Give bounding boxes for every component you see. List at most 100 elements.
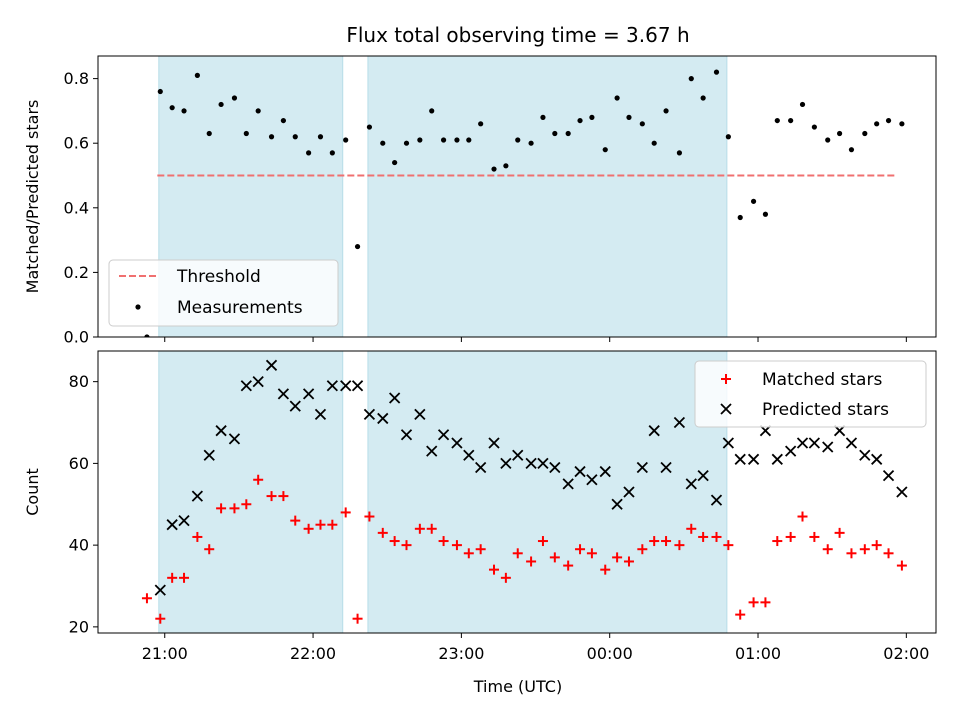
matched-star-point	[686, 523, 697, 534]
predicted-mark-b	[586, 474, 598, 486]
predicted-mark-b	[302, 388, 315, 400]
y-axis-label: Count	[23, 468, 42, 516]
measurement-point	[626, 114, 632, 120]
measurement-point	[825, 137, 831, 143]
predicted-star-point	[289, 400, 301, 412]
legend-matched-label: Matched stars	[762, 370, 882, 390]
predicted-mark-b	[611, 498, 623, 510]
measurement-point	[354, 243, 361, 250]
measurement-point	[811, 124, 817, 130]
predicted-star-point	[599, 465, 611, 478]
measurement-point	[380, 140, 386, 146]
predicted-mark-b	[154, 584, 166, 596]
predicted-star-point	[178, 514, 190, 527]
predicted-star-point	[747, 453, 760, 465]
measurement-point	[528, 140, 534, 146]
matched-star-point	[489, 564, 500, 575]
measurement-point	[848, 147, 855, 153]
matched-star-point	[623, 556, 634, 567]
predicted-mark-b	[203, 449, 215, 461]
matched-star-point	[735, 609, 746, 620]
predicted-star-point	[734, 453, 746, 465]
predicted-star-point	[623, 486, 635, 498]
predicted-mark-b	[512, 449, 524, 461]
matched-star-point	[859, 544, 870, 555]
measurement-point	[181, 108, 187, 114]
legend-box	[108, 259, 339, 327]
predicted-star-point	[710, 494, 723, 506]
matched-star-point	[600, 564, 611, 575]
legend-matched-swatch	[721, 374, 731, 384]
measurement-point	[788, 117, 794, 124]
predicted-star-point	[697, 470, 709, 482]
x-tick-label: 01:00	[735, 644, 781, 663]
matched-star-point	[537, 536, 548, 547]
matched-star-point	[167, 572, 178, 583]
matched-star-point	[352, 613, 363, 624]
measurement-point	[899, 121, 905, 127]
predicted-star-point	[277, 388, 290, 400]
measurement-point	[268, 134, 275, 140]
predicted-mark-b	[648, 425, 660, 437]
predicted-star-point	[240, 380, 252, 392]
matched-star-point	[748, 597, 759, 608]
measurement-point	[639, 121, 645, 127]
measurement-point	[292, 134, 298, 140]
measurement-point	[862, 130, 868, 137]
x-tick-label: 23:00	[438, 644, 484, 663]
predicted-star-point	[252, 376, 264, 388]
predicted-star-point	[636, 461, 648, 474]
predicted-star-point	[512, 449, 524, 461]
matched-star-point	[204, 544, 215, 555]
legend-measurement-swatch	[135, 304, 141, 310]
predicted-mark-b	[796, 437, 809, 449]
predicted-mark-b	[808, 437, 821, 449]
predicted-mark-b	[882, 470, 895, 482]
predicted-mark-b	[277, 388, 290, 400]
predicted-mark-b	[747, 453, 760, 465]
matched-star-point	[723, 540, 734, 551]
predicted-star-point	[314, 408, 327, 420]
matched-star-point	[575, 544, 586, 555]
predicted-star-point	[400, 429, 413, 441]
measurement-point	[144, 334, 150, 337]
matched-star-point	[797, 511, 808, 522]
matched-star-point	[760, 597, 771, 608]
predicted-star-point	[562, 478, 574, 490]
measurement-point	[602, 147, 608, 153]
legend-threshold-label: Threshold	[176, 267, 261, 287]
y-tick-label: 0.6	[64, 134, 89, 153]
legend-box	[694, 360, 927, 428]
predicted-star-point	[673, 416, 686, 429]
predicted-mark-b	[488, 437, 500, 449]
predicted-star-point	[871, 453, 883, 465]
predicted-mark-b	[351, 380, 364, 392]
matched-star-point	[364, 511, 375, 522]
predicted-mark-b	[228, 433, 241, 445]
predicted-star-point	[488, 437, 500, 449]
observing-interval-shade	[367, 55, 728, 338]
measurement-point	[255, 108, 261, 114]
predicted-mark-b	[475, 461, 487, 474]
measurement-point	[306, 150, 312, 156]
y-tick-label: 40	[69, 536, 89, 555]
matched-star-point	[711, 531, 722, 542]
matched-star-point	[179, 572, 190, 583]
predicted-star-point	[265, 359, 278, 371]
predicted-mark-b	[215, 425, 227, 437]
measurement-point	[392, 159, 398, 166]
predicted-star-point	[537, 457, 549, 470]
x-tick-label: 00:00	[587, 644, 633, 663]
predicted-mark-b	[426, 445, 438, 457]
axes-frame	[97, 350, 937, 634]
measurement-point	[403, 140, 410, 146]
predicted-mark-b	[314, 408, 327, 420]
predicted-star-point	[326, 380, 338, 392]
matched-star-point	[155, 613, 166, 624]
matched-star-point	[327, 519, 338, 530]
measurement-point	[750, 198, 757, 204]
predicted-mark-b	[859, 449, 871, 461]
matched-star-point	[426, 523, 437, 534]
measurement-point	[440, 137, 447, 143]
